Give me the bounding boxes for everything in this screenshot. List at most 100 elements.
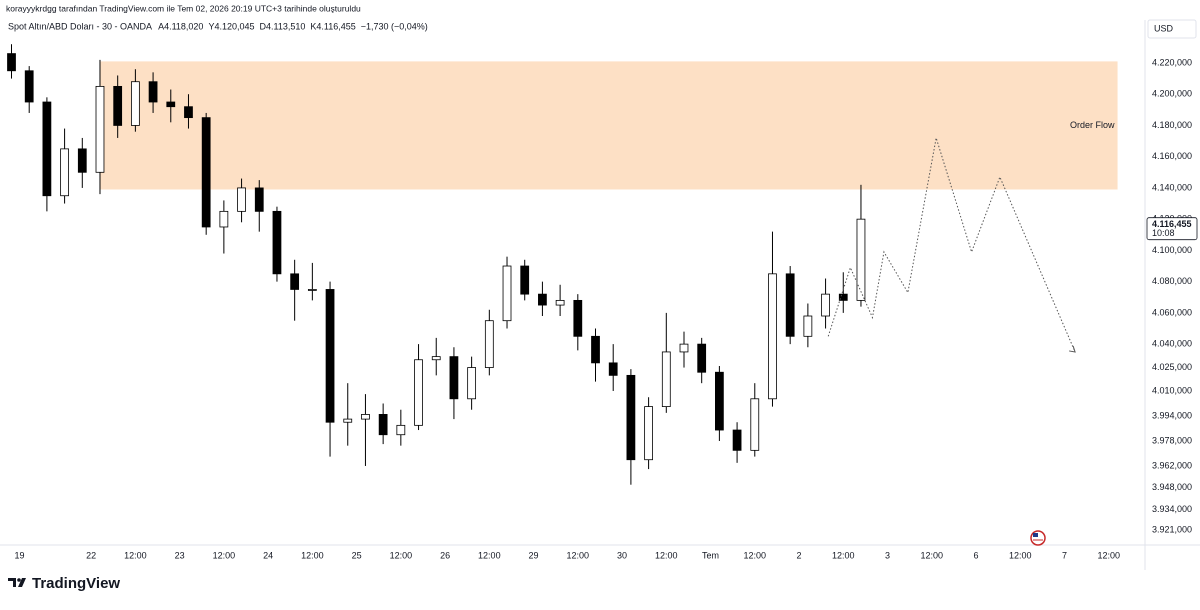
projection-arrow xyxy=(1069,345,1076,353)
x-tick-label: 7 xyxy=(1062,550,1067,560)
ohlc-value: −1,730 (−0,04%) xyxy=(361,21,428,31)
x-tick-label: Tem xyxy=(702,550,719,560)
candle-body xyxy=(254,187,264,212)
ohlc-value: K4.116,455 xyxy=(310,21,355,31)
candle-body xyxy=(361,414,370,420)
x-tick-label: 12:00 xyxy=(478,550,501,560)
candle-body xyxy=(414,359,423,426)
x-tick-label: 12:00 xyxy=(124,550,147,560)
x-tick-label: 12:00 xyxy=(301,550,324,560)
candle-body xyxy=(42,101,52,197)
candle-body xyxy=(60,148,69,197)
candle-body xyxy=(661,351,671,408)
y-tick-label: 3.921,000 xyxy=(1152,524,1192,534)
x-tick-label: 6 xyxy=(973,550,978,560)
x-tick-label: 23 xyxy=(175,550,185,560)
y-tick-label: 4.010,000 xyxy=(1152,385,1192,395)
x-tick-label: 25 xyxy=(352,550,362,560)
candle-body xyxy=(715,371,724,431)
x-tick-label: 12:00 xyxy=(1097,550,1120,560)
x-tick-label: 26 xyxy=(440,550,450,560)
legend-header: Spot Altın/ABD Doları - 30 - OANDA A4.118… xyxy=(8,21,428,31)
candle-body xyxy=(856,218,866,301)
candle-body xyxy=(113,85,123,126)
y-tick-label: 3.994,000 xyxy=(1152,410,1192,420)
y-tick-label: 4.180,000 xyxy=(1152,120,1192,130)
last-price-box xyxy=(1146,217,1198,241)
candle-body xyxy=(219,210,229,228)
candle-body xyxy=(7,53,16,72)
candle-body xyxy=(608,362,618,376)
y-tick-label: 4.220,000 xyxy=(1152,57,1192,67)
candle-body xyxy=(626,374,636,461)
candle-body xyxy=(184,106,193,119)
candle-body xyxy=(785,273,795,337)
candle-body xyxy=(838,293,848,301)
candle-body xyxy=(431,356,441,361)
series-title: Spot Altın/ABD Doları - 30 - OANDA xyxy=(8,21,152,31)
candle-body xyxy=(290,273,300,290)
last-price: 4.116,455 xyxy=(1152,219,1192,229)
y-tick-label: 4.080,000 xyxy=(1152,276,1192,286)
candle-body xyxy=(467,367,477,400)
ohlc-value: Y4.120,045 xyxy=(208,21,254,31)
zone-label: Order Flow xyxy=(1070,120,1115,130)
y-tick-label: 4.140,000 xyxy=(1152,182,1192,192)
candle-body xyxy=(77,148,87,173)
candle-body xyxy=(555,299,565,306)
y-tick-label: 3.962,000 xyxy=(1152,460,1192,470)
y-tick-label: 4.025,000 xyxy=(1152,362,1192,372)
candle-body xyxy=(24,70,34,103)
ohlc-value: D4.113,510 xyxy=(259,21,305,31)
candle-body xyxy=(201,117,211,228)
x-tick-label: 19 xyxy=(14,550,24,560)
x-tick-label: 12:00 xyxy=(567,550,590,560)
y-tick-label: 4.060,000 xyxy=(1152,307,1192,317)
candle-body xyxy=(148,81,158,103)
x-tick-label: 12:00 xyxy=(213,550,236,560)
x-tick-label: 12:00 xyxy=(1009,550,1032,560)
candle-body xyxy=(166,101,176,108)
brand[interactable]: TradingView xyxy=(32,575,120,592)
y-tick-label: 4.100,000 xyxy=(1152,245,1192,255)
x-tick-label: 12:00 xyxy=(655,550,678,560)
x-tick-label: 2 xyxy=(797,550,802,560)
candle-body xyxy=(750,398,760,451)
candle-body xyxy=(768,273,777,400)
y-tick-label: 3.934,000 xyxy=(1152,504,1192,514)
candle-body xyxy=(502,265,512,322)
y-tick-label: 4.040,000 xyxy=(1152,338,1192,348)
candle-body xyxy=(237,187,246,212)
candle-body xyxy=(538,293,547,306)
candle-body xyxy=(484,320,494,368)
y-tick-label: 4.200,000 xyxy=(1152,89,1192,99)
candle-body xyxy=(697,343,707,373)
x-tick-label: 24 xyxy=(263,550,273,560)
currency-box[interactable] xyxy=(1147,19,1197,39)
candle-body xyxy=(573,299,583,337)
x-tick-label: 12:00 xyxy=(744,550,767,560)
candle-body xyxy=(95,85,105,173)
candle-body xyxy=(520,265,530,295)
x-tick-label: 30 xyxy=(617,550,627,560)
candle-body xyxy=(325,289,335,423)
x-tick-label: 29 xyxy=(529,550,539,560)
candle-body xyxy=(591,335,600,364)
logo[interactable] xyxy=(8,578,26,587)
flag-icon[interactable] xyxy=(1030,530,1046,546)
x-tick-label: 22 xyxy=(86,550,96,560)
x-tick-label: 3 xyxy=(885,550,890,560)
projection-line xyxy=(827,137,1076,353)
candle-body xyxy=(732,429,742,451)
credit: korayyykrdgg tarafından TradingView.com … xyxy=(6,3,361,13)
candle-body xyxy=(449,356,459,400)
candle-body xyxy=(679,343,689,353)
order-flow-zone xyxy=(99,61,1118,190)
y-tick-label: 4.160,000 xyxy=(1152,151,1192,161)
countdown: 10:08 xyxy=(1152,228,1175,238)
currency[interactable]: USD xyxy=(1154,23,1174,33)
candle-body xyxy=(644,406,653,461)
ohlc-value: A4.118,020 xyxy=(158,21,203,31)
candle-body xyxy=(343,418,353,423)
